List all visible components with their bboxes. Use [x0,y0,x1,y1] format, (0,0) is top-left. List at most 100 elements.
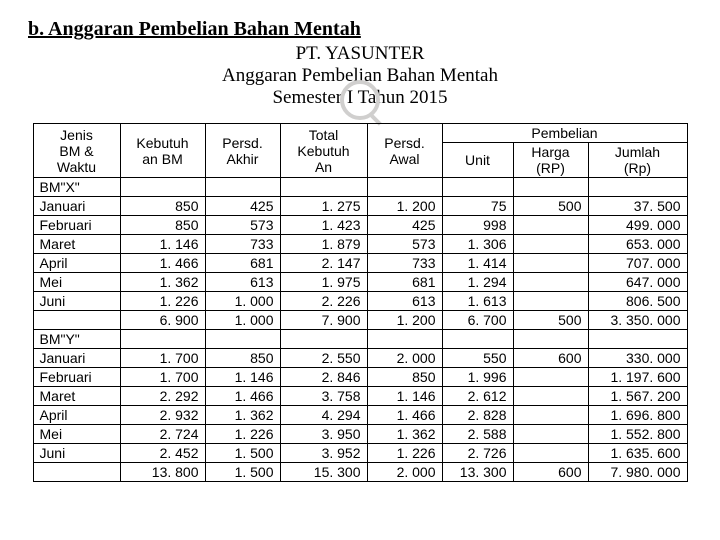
row-label: Mei [33,273,120,292]
cell: 13. 800 [120,463,205,482]
col-harga: Harga (RP) [513,143,588,178]
cell: 6. 900 [120,311,205,330]
cell: 1. 226 [367,444,442,463]
cell: 998 [442,216,513,235]
cell [513,425,588,444]
cell: 500 [513,197,588,216]
row-label: Maret [33,235,120,254]
cell: 1. 200 [367,311,442,330]
table-row: 6. 9001. 0007. 9001. 2006. 7005003. 350.… [33,311,687,330]
cell: 1. 200 [367,197,442,216]
table-row: Juni1. 2261. 0002. 2266131. 613806. 500 [33,292,687,311]
row-label: BM"X" [33,178,120,197]
row-label: Juni [33,444,120,463]
cell: 425 [205,197,280,216]
cell: 2. 147 [280,254,367,273]
cell [513,273,588,292]
cell [513,254,588,273]
row-label: Februari [33,216,120,235]
row-label: BM"Y" [33,330,120,349]
cell: 600 [513,463,588,482]
cell: 6. 700 [442,311,513,330]
cell: 2. 550 [280,349,367,368]
cell [442,330,513,349]
table-row: Februari8505731. 423425998499. 000 [33,216,687,235]
cell: 1. 226 [205,425,280,444]
col-total: Total Kebutuh An [280,124,367,178]
cell: 2. 000 [367,463,442,482]
cell: 1. 146 [120,235,205,254]
watermark-icon [340,80,380,120]
cell [513,178,588,197]
cell: 1. 700 [120,349,205,368]
row-label: Juni [33,292,120,311]
row-label: Mei [33,425,120,444]
cell: 681 [367,273,442,292]
col-kebutuhan: Kebutuh an BM [120,124,205,178]
row-label: April [33,254,120,273]
cell: 2. 000 [367,349,442,368]
cell: 850 [367,368,442,387]
cell: 425 [367,216,442,235]
cell [513,235,588,254]
cell: 1. 500 [205,463,280,482]
table-row: Maret2. 2921. 4663. 7581. 1462. 6121. 56… [33,387,687,406]
cell: 1. 414 [442,254,513,273]
cell: 1. 466 [120,254,205,273]
cell: 707. 000 [588,254,687,273]
cell [205,330,280,349]
cell: 1. 975 [280,273,367,292]
cell [513,368,588,387]
cell: 1. 613 [442,292,513,311]
cell: 1. 146 [367,387,442,406]
cell [588,178,687,197]
table-row: Januari1. 7008502. 5502. 000550600330. 0… [33,349,687,368]
row-label [33,463,120,482]
table-body: BM"X"Januari8504251. 2751. 2007550037. 5… [33,178,687,482]
cell: 2. 292 [120,387,205,406]
cell: 1. 306 [442,235,513,254]
cell: 850 [120,197,205,216]
table-row: Mei1. 3626131. 9756811. 294647. 000 [33,273,687,292]
cell: 1. 635. 600 [588,444,687,463]
cell: 2. 226 [280,292,367,311]
cell [442,178,513,197]
cell: 2. 846 [280,368,367,387]
cell: 1. 294 [442,273,513,292]
cell [513,406,588,425]
cell: 1. 146 [205,368,280,387]
cell: 499. 000 [588,216,687,235]
table-row: BM"X" [33,178,687,197]
cell: 500 [513,311,588,330]
cell: 573 [205,216,280,235]
cell [367,330,442,349]
cell [588,330,687,349]
cell: 2. 724 [120,425,205,444]
table-row: BM"Y" [33,330,687,349]
col-jumlah: Jumlah (Rp) [588,143,687,178]
cell: 1. 466 [367,406,442,425]
cell: 1. 362 [120,273,205,292]
cell: 806. 500 [588,292,687,311]
col-persd-awal: Persd. Awal [367,124,442,178]
cell: 1. 700 [120,368,205,387]
cell: 600 [513,349,588,368]
cell: 7. 900 [280,311,367,330]
col-group-pembelian: Pembelian [442,124,687,143]
cell: 1. 567. 200 [588,387,687,406]
cell [280,330,367,349]
cell: 1. 500 [205,444,280,463]
row-label: Februari [33,368,120,387]
cell: 2. 452 [120,444,205,463]
table-row: April2. 9321. 3624. 2941. 4662. 8281. 69… [33,406,687,425]
cell: 681 [205,254,280,273]
cell: 613 [367,292,442,311]
cell [120,330,205,349]
row-label: Januari [33,197,120,216]
cell [513,387,588,406]
cell: 1. 275 [280,197,367,216]
cell: 850 [120,216,205,235]
cell [513,216,588,235]
cell: 3. 350. 000 [588,311,687,330]
cell: 733 [367,254,442,273]
